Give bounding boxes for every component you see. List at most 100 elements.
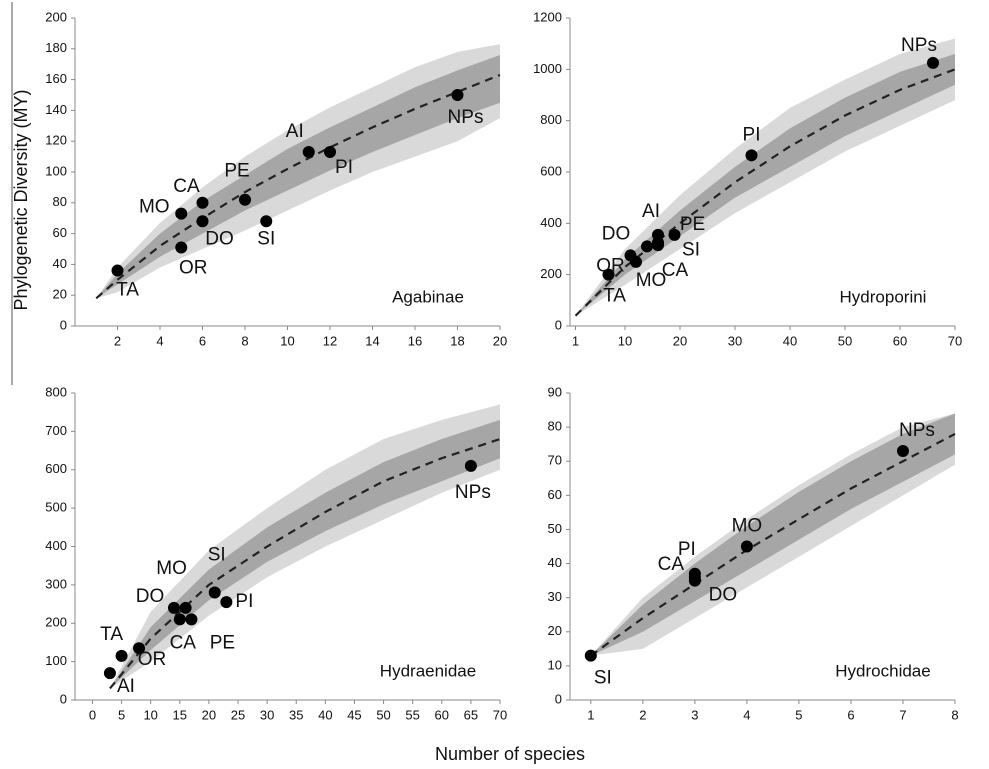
point-label: MO [732,516,763,537]
data-point [208,586,221,599]
data-point [740,540,753,553]
y-tick-label: 160 [45,71,67,86]
x-tick-label: 50 [838,333,852,348]
data-point [745,149,758,162]
data-point [111,264,124,277]
data-point [179,601,192,614]
y-tick-label: 70 [548,453,562,468]
point-label: CA [173,176,200,197]
x-tick-label: 2 [114,333,121,348]
y-tick-label: 40 [53,256,67,271]
x-tick-label: 50 [376,707,390,722]
data-point [115,649,128,662]
x-tick-label: 3 [691,707,698,722]
expected-curve [574,68,956,317]
point-label: NPs [899,420,935,441]
y-tick-label: 300 [45,576,67,591]
y-tick-label: 50 [548,521,562,536]
x-tick-label: 1 [587,707,594,722]
x-tick-label: 20 [202,707,216,722]
point-label: AI [642,201,660,222]
x-tick-label: 60 [435,707,449,722]
y-tick-label: 400 [540,215,562,230]
y-tick-label: 700 [45,423,67,438]
point-label: NPs [455,482,491,503]
point-label: DO [136,586,165,607]
point-label: SI [594,668,612,689]
data-point [175,241,188,254]
data-point [196,196,209,209]
y-tick-label: 200 [540,266,562,281]
x-tick-label: 70 [948,333,962,348]
y-tick-label: 800 [45,384,67,399]
point-label: NPs [901,35,937,56]
y-tick-label: 0 [555,691,562,706]
y-tick-label: 90 [548,384,562,399]
y-axis-label: Phylogenetic Diversity (MY) [11,89,31,310]
point-label: DO [205,228,234,249]
point-label: MO [156,558,187,579]
y-tick-label: 20 [53,287,67,302]
data-point [652,239,664,252]
data-point [451,89,464,101]
y-tick-label: 10 [548,657,562,672]
x-tick-label: 20 [673,333,687,348]
data-point [668,228,681,241]
point-label: OR [179,257,208,278]
confidence-band [109,419,500,689]
x-tick-label: 4 [743,707,750,722]
data-point [688,574,701,587]
panel-title: Hydraenidae [380,661,476,680]
y-tick-label: 100 [45,653,67,668]
y-tick-label: 500 [45,500,67,515]
x-tick-label: 8 [241,333,248,348]
y-tick-label: 80 [548,419,562,434]
x-tick-label: 55 [405,707,419,722]
point-label: PE [210,632,235,653]
x-tick-label: 60 [893,333,907,348]
x-tick-label: 18 [450,333,464,348]
y-tick-label: 0 [60,317,67,332]
data-point [220,596,233,609]
panel-title: Hydrochidae [835,661,930,680]
point-label: OR [138,649,167,670]
x-tick-label: 14 [365,333,379,348]
panel-title: Hydroporini [840,287,927,306]
confidence-band [575,53,955,316]
point-label: SI [682,240,700,261]
x-tick-label: 5 [795,707,802,722]
x-tick-label: 70 [493,707,507,722]
data-point [602,268,615,281]
data-point [260,215,273,228]
data-point [175,207,188,220]
point-label: PI [235,591,253,612]
data-point [239,193,251,206]
point-label: AI [117,676,135,697]
point-label: AI [286,121,304,142]
data-point [624,249,637,262]
expected-curve [109,438,501,690]
data-point [584,649,597,662]
point-label: PI [335,157,353,178]
point-label: PI [743,124,761,145]
x-tick-label: 6 [847,707,854,722]
x-tick-label: 16 [408,333,422,348]
point-label: PE [680,214,705,235]
y-tick-label: 200 [45,9,67,24]
point-label: NPs [448,107,484,128]
y-tick-label: 180 [45,40,67,55]
y-tick-label: 800 [540,112,562,127]
x-tick-label: 10 [618,333,632,348]
point-label: TA [100,624,123,645]
point-label: DO [602,223,631,244]
y-tick-label: 120 [45,133,67,148]
x-tick-label: 12 [323,333,337,348]
x-tick-label: 40 [783,333,797,348]
panel-title: Agabinae [392,287,464,306]
x-tick-label: 25 [231,707,245,722]
y-tick-label: 100 [45,163,67,178]
point-label: PE [224,161,249,182]
point-label: TA [116,280,139,301]
y-tick-label: 140 [45,102,67,117]
x-tick-label: 65 [464,707,478,722]
